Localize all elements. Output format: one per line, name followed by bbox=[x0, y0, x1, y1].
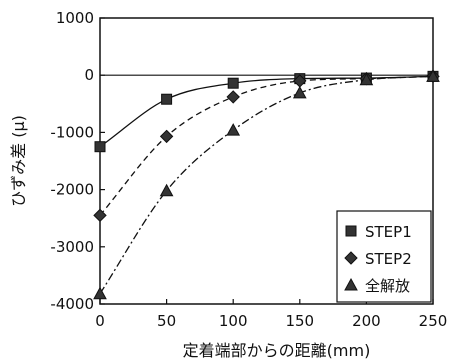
data-point bbox=[159, 183, 174, 197]
legend-marker bbox=[345, 225, 357, 237]
data-point bbox=[93, 208, 107, 223]
y-axis: 1000 0 -1000 -2000 -3000 -4000 bbox=[50, 9, 105, 313]
legend-label: 全解放 bbox=[365, 277, 410, 295]
series-line bbox=[99, 75, 434, 216]
x-axis: 0 50 100 150 200 250 bbox=[95, 299, 447, 330]
x-axis-label: 定着端部からの距離(mm) bbox=[183, 341, 371, 360]
data-point bbox=[226, 90, 240, 104]
data-point bbox=[359, 72, 374, 86]
data-point bbox=[227, 77, 239, 89]
x-tick-label: 100 bbox=[219, 312, 248, 330]
legend-marker bbox=[344, 277, 358, 291]
legend-marker bbox=[344, 251, 358, 265]
series-1 bbox=[94, 70, 439, 153]
x-tick-label: 50 bbox=[157, 312, 176, 330]
y-tick-label: -1000 bbox=[50, 123, 94, 141]
y-tick-label: -3000 bbox=[50, 238, 94, 256]
x-tick-label: 0 bbox=[95, 312, 105, 330]
x-tick-label: 150 bbox=[285, 312, 314, 330]
y-tick-label: 0 bbox=[84, 66, 94, 84]
plot-frame bbox=[99, 17, 434, 305]
data-point bbox=[161, 93, 173, 105]
series-3 bbox=[93, 69, 440, 300]
legend: STEP1 STEP2 全解放 bbox=[336, 210, 432, 303]
legend-label: STEP1 bbox=[365, 223, 412, 241]
series-layer bbox=[93, 69, 440, 300]
y-axis-label: ひずみ差 (μ) bbox=[9, 115, 28, 207]
legend-label: STEP2 bbox=[365, 250, 412, 268]
data-point bbox=[94, 141, 106, 153]
x-tick-label: 250 bbox=[419, 312, 448, 330]
data-point bbox=[226, 123, 241, 136]
y-tick-label: -2000 bbox=[50, 181, 94, 199]
series-line bbox=[99, 75, 434, 148]
data-point bbox=[159, 129, 174, 144]
y-tick-label: -4000 bbox=[50, 295, 94, 313]
series-2 bbox=[93, 69, 440, 223]
data-point bbox=[426, 69, 440, 82]
data-point bbox=[292, 85, 307, 99]
y-tick-label: 1000 bbox=[56, 9, 94, 27]
data-point bbox=[93, 286, 107, 300]
x-tick-label: 200 bbox=[352, 312, 381, 330]
